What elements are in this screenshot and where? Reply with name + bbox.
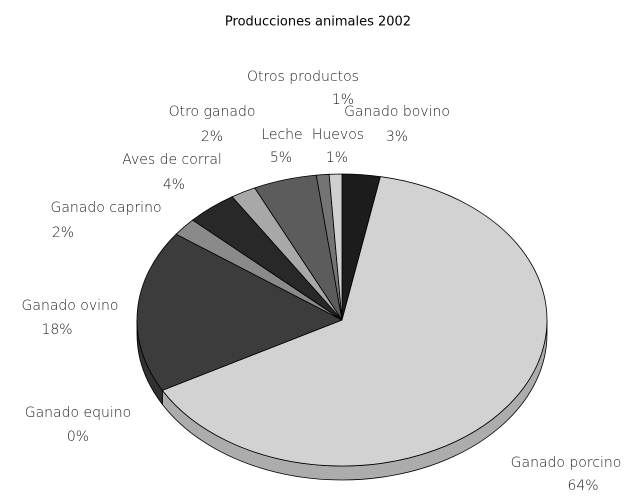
slice-label: Leche <box>261 127 302 143</box>
chart-title: Producciones animales 2002 <box>225 15 411 30</box>
slice-value-label: 18% <box>41 322 72 338</box>
slice-value-label: 1% <box>332 92 354 108</box>
slice-label: Ganado caprino <box>50 200 161 216</box>
slice-value-label: 5% <box>270 150 292 166</box>
slice-label: Ganado bovino <box>344 104 450 120</box>
slice-label: Otros productos <box>247 69 359 85</box>
slice-value-label: 1% <box>326 150 348 166</box>
pie-slice <box>136 233 343 391</box>
slice-label: Ganado equino <box>25 405 131 421</box>
slice-value-label: 2% <box>52 225 74 241</box>
slice-label: Huevos <box>312 127 364 143</box>
slice-label: Ganado porcino <box>511 455 622 471</box>
slice-value-label: 2% <box>201 129 223 145</box>
slice-label: Otro ganado <box>169 104 256 120</box>
pie-slice <box>161 176 548 467</box>
slice-value-label: 0% <box>67 429 89 445</box>
pie-slice <box>328 173 343 321</box>
slice-label: Ganado ovino <box>22 298 119 314</box>
slice-value-label: 3% <box>386 129 408 145</box>
slice-label: Aves de corral <box>122 152 222 168</box>
slice-value-label: 4% <box>163 177 185 193</box>
slice-value-label: 64% <box>567 478 598 494</box>
